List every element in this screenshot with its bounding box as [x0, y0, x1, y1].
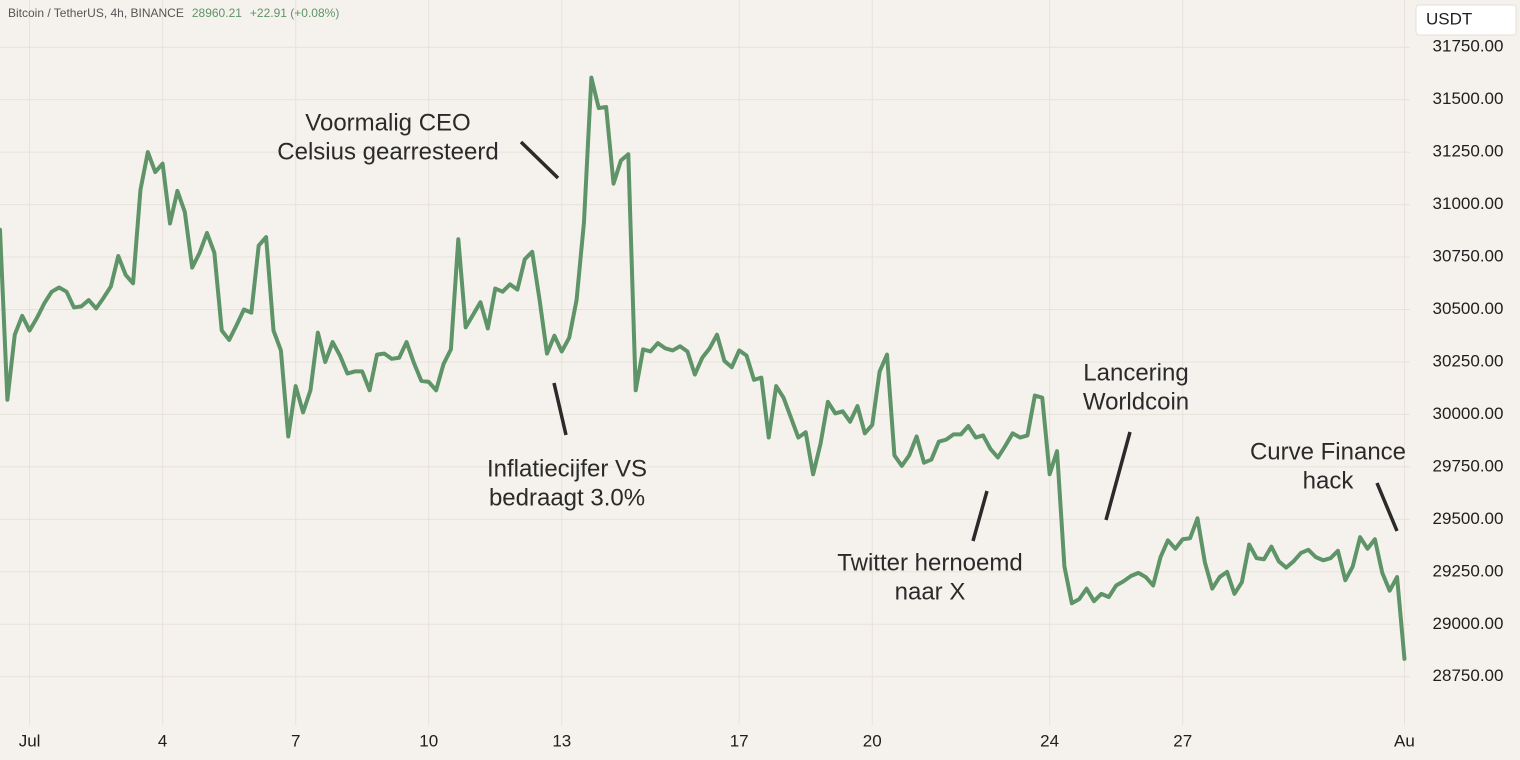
- x-tick-label: 17: [730, 731, 749, 750]
- y-tick-label: 30000.00: [1433, 404, 1504, 423]
- leader-line: [552, 382, 568, 436]
- x-tick-label: 24: [1040, 731, 1059, 750]
- annotation: Lancering: [1083, 359, 1188, 386]
- x-tick-label: Jul: [19, 731, 41, 750]
- x-tick-label: 20: [863, 731, 882, 750]
- x-tick-label: 10: [419, 731, 438, 750]
- plot: [0, 75, 1407, 661]
- price-change: +22.91 (+0.08%): [250, 6, 339, 20]
- y-tick-label: 31750.00: [1433, 37, 1504, 56]
- leader-line: [1375, 482, 1399, 532]
- annotation: bedraagt 3.0%: [489, 484, 645, 511]
- x-tick-label: Au: [1394, 731, 1415, 750]
- x-tick-label: 7: [291, 731, 300, 750]
- annotation: hack: [1303, 467, 1355, 494]
- y-tick-label: 29750.00: [1433, 456, 1504, 475]
- y-tick-label: 28750.00: [1433, 666, 1504, 685]
- y-tick-label: 31250.00: [1433, 142, 1504, 161]
- x-tick-label: 13: [552, 731, 571, 750]
- y-tick-label: 30500.00: [1433, 299, 1504, 318]
- y-tick-label: 29250.00: [1433, 561, 1504, 580]
- annotation: Worldcoin: [1083, 388, 1189, 415]
- leader-line: [1104, 431, 1132, 521]
- price: 28960.21: [192, 6, 242, 20]
- price-line: [0, 75, 1407, 661]
- y-tick-label: 31000.00: [1433, 194, 1504, 213]
- y-tick-label: 29500.00: [1433, 509, 1504, 528]
- chart-title: Bitcoin / TetherUS, 4h, BINANCE: [8, 6, 184, 20]
- annotation: Inflatiecijfer VS: [487, 455, 647, 482]
- grid: [0, 0, 1410, 725]
- y-tick-label: 30250.00: [1433, 351, 1504, 370]
- leader-line: [971, 490, 989, 542]
- y-tick-label: 31500.00: [1433, 89, 1504, 108]
- x-tick-label: 27: [1173, 731, 1192, 750]
- annotation: Voormalig CEO: [305, 109, 470, 136]
- annotation: Twitter hernoemd: [837, 549, 1022, 576]
- x-tick-label: 4: [158, 731, 167, 750]
- annotation: naar X: [895, 578, 966, 605]
- y-tick-label: 30750.00: [1433, 247, 1504, 266]
- y-tick-label: 29000.00: [1433, 614, 1504, 633]
- annotation: Celsius gearresteerd: [277, 138, 498, 165]
- currency-label: USDT: [1426, 9, 1472, 28]
- currency-box: [1415, 4, 1517, 36]
- annotation: Curve Finance: [1250, 438, 1406, 465]
- leader-line: [519, 140, 560, 180]
